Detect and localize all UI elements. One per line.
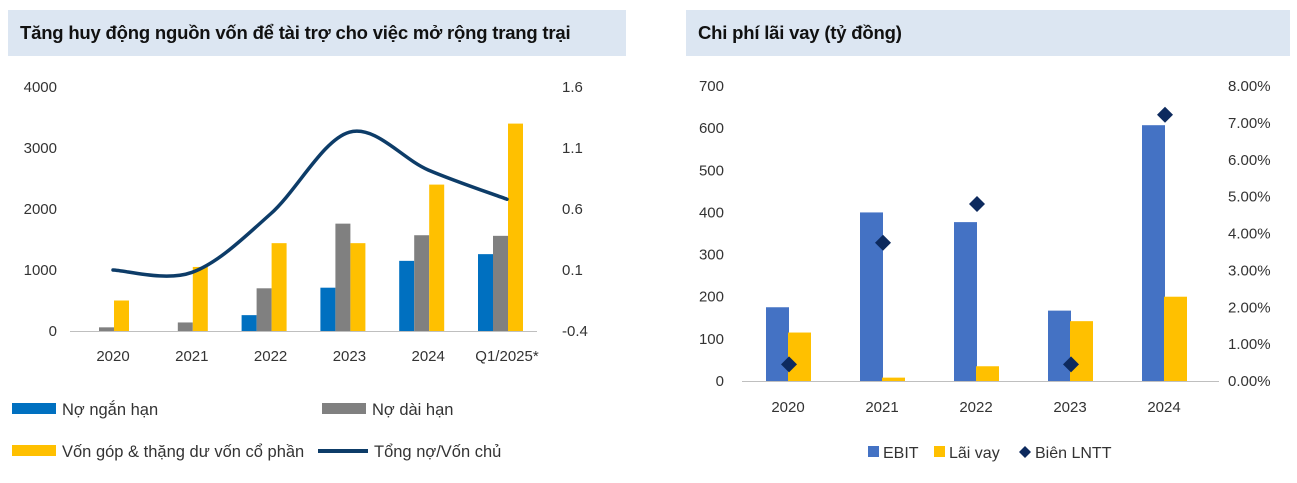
- right-y-tick-label: 600: [699, 120, 724, 137]
- right-bar-interest: [788, 332, 811, 381]
- legend-debt-equity-label: Tổng nợ/Vốn chủ: [374, 443, 501, 461]
- left-y2-tick-label: -0.4: [562, 323, 588, 340]
- left-y2-tick-label: 0.6: [562, 201, 583, 218]
- right-bar-interest: [976, 366, 999, 381]
- right-y2-tick-label: 6.00%: [1228, 152, 1271, 169]
- right-bar-interest: [882, 377, 905, 381]
- right-marker-margin: [875, 234, 891, 251]
- left-bar-short-term-debt: [478, 254, 493, 331]
- right-x-tick-label: 2023: [1053, 399, 1086, 416]
- left-y-tick-label: 2000: [24, 201, 57, 218]
- legend-interest-swatch: [934, 446, 945, 457]
- left-bar-equity: [508, 123, 523, 331]
- left-y-tick-label: 0: [49, 323, 57, 340]
- right-y2-tick-label: 5.00%: [1228, 189, 1271, 206]
- right-x-tick-label: 2021: [865, 399, 898, 416]
- left-x-tick-label: 2024: [412, 348, 445, 365]
- legend-short-term-debt-label: Nợ ngắn hạn: [62, 400, 158, 419]
- right-marker-margin: [1157, 106, 1173, 123]
- left-bar-long-term-debt: [414, 235, 430, 331]
- legend-long-term-debt-label: Nợ dài hạn: [372, 401, 453, 419]
- left-y2-tick-label: 0.1: [562, 262, 583, 279]
- right-marker-margin: [1063, 356, 1079, 373]
- left-x-tick-label: Q1/2025*: [475, 348, 539, 365]
- left-bar-long-term-debt: [256, 288, 272, 331]
- right-bar-ebit: [954, 222, 977, 381]
- right-y2-tick-label: 3.00%: [1228, 262, 1271, 279]
- legend-equity-swatch: [12, 445, 56, 456]
- left-bar-equity: [429, 184, 445, 331]
- right-y-tick-label: 700: [699, 78, 724, 95]
- right-x-tick-label: 2024: [1147, 399, 1180, 416]
- chart-left-title-bar: Tăng huy động nguồn vốn để tài trợ cho v…: [8, 10, 626, 56]
- legend-ebit-label: EBIT: [883, 445, 919, 462]
- right-bar-ebit: [1142, 125, 1165, 381]
- right-bar-interest: [1164, 296, 1187, 381]
- left-bar-long-term-debt: [99, 327, 114, 331]
- left-bar-equity: [192, 266, 208, 331]
- left-bar-equity: [114, 300, 129, 331]
- legend-ebit-swatch: [868, 446, 879, 457]
- right-marker-margin: [781, 356, 797, 373]
- left-y2-tick-label: 1.1: [562, 140, 583, 157]
- right-y2-tick-label: 4.00%: [1228, 226, 1271, 243]
- left-y-tick-label: 3000: [24, 140, 57, 157]
- left-x-tick-label: 2022: [254, 348, 287, 365]
- legend-equity-label: Vốn góp & thặng dư vốn cổ phần: [62, 443, 304, 461]
- left-bar-short-term-debt: [320, 287, 336, 331]
- left-bar-short-term-debt: [241, 315, 257, 331]
- chart-right-title-bar: Chi phí lãi vay (tỷ đồng): [686, 10, 1290, 56]
- left-y-tick-label: 4000: [24, 79, 57, 96]
- left-x-tick-label: 2020: [96, 348, 129, 365]
- right-y2-tick-label: 0.00%: [1228, 373, 1271, 390]
- left-bar-equity: [350, 243, 366, 331]
- legend-long-term-debt-swatch: [322, 403, 366, 414]
- right-bar-ebit: [1048, 310, 1071, 381]
- legend-margin-label: Biên LNTT: [1035, 445, 1112, 462]
- right-y-tick-label: 300: [699, 247, 724, 264]
- left-bar-long-term-debt: [335, 223, 351, 331]
- left-bar-equity: [271, 243, 287, 331]
- left-y-tick-label: 1000: [24, 262, 57, 279]
- legend-margin-swatch: [1019, 446, 1031, 458]
- left-bar-short-term-debt: [399, 260, 415, 331]
- left-x-tick-label: 2021: [175, 348, 208, 365]
- right-y2-tick-label: 1.00%: [1228, 336, 1271, 353]
- right-bar-ebit: [860, 212, 883, 381]
- chart-right-title: Chi phí lãi vay (tỷ đồng): [698, 22, 902, 43]
- chart-left-title: Tăng huy động nguồn vốn để tài trợ cho v…: [20, 22, 571, 43]
- left-line-debt-equity: [111, 129, 509, 278]
- legend-short-term-debt-swatch: [12, 403, 56, 414]
- left-y2-tick-label: 1.6: [562, 79, 583, 96]
- left-bar-long-term-debt: [177, 322, 193, 331]
- right-y-tick-label: 500: [699, 162, 724, 179]
- right-y2-tick-label: 8.00%: [1228, 78, 1271, 95]
- left-x-tick-label: 2023: [333, 348, 366, 365]
- left-bar-long-term-debt: [493, 235, 508, 331]
- right-y2-tick-label: 2.00%: [1228, 299, 1271, 316]
- right-y2-tick-label: 7.00%: [1228, 115, 1271, 132]
- right-x-tick-label: 2020: [771, 399, 804, 416]
- right-y-tick-label: 0: [716, 373, 724, 390]
- right-y-tick-label: 100: [699, 331, 724, 348]
- right-y-tick-label: 400: [699, 204, 724, 221]
- legend-interest-label: Lãi vay: [949, 445, 1000, 462]
- right-y-tick-label: 200: [699, 289, 724, 306]
- right-bar-interest: [1070, 321, 1093, 381]
- right-bar-ebit: [766, 307, 789, 381]
- right-marker-margin: [969, 196, 985, 212]
- right-x-tick-label: 2022: [959, 399, 992, 416]
